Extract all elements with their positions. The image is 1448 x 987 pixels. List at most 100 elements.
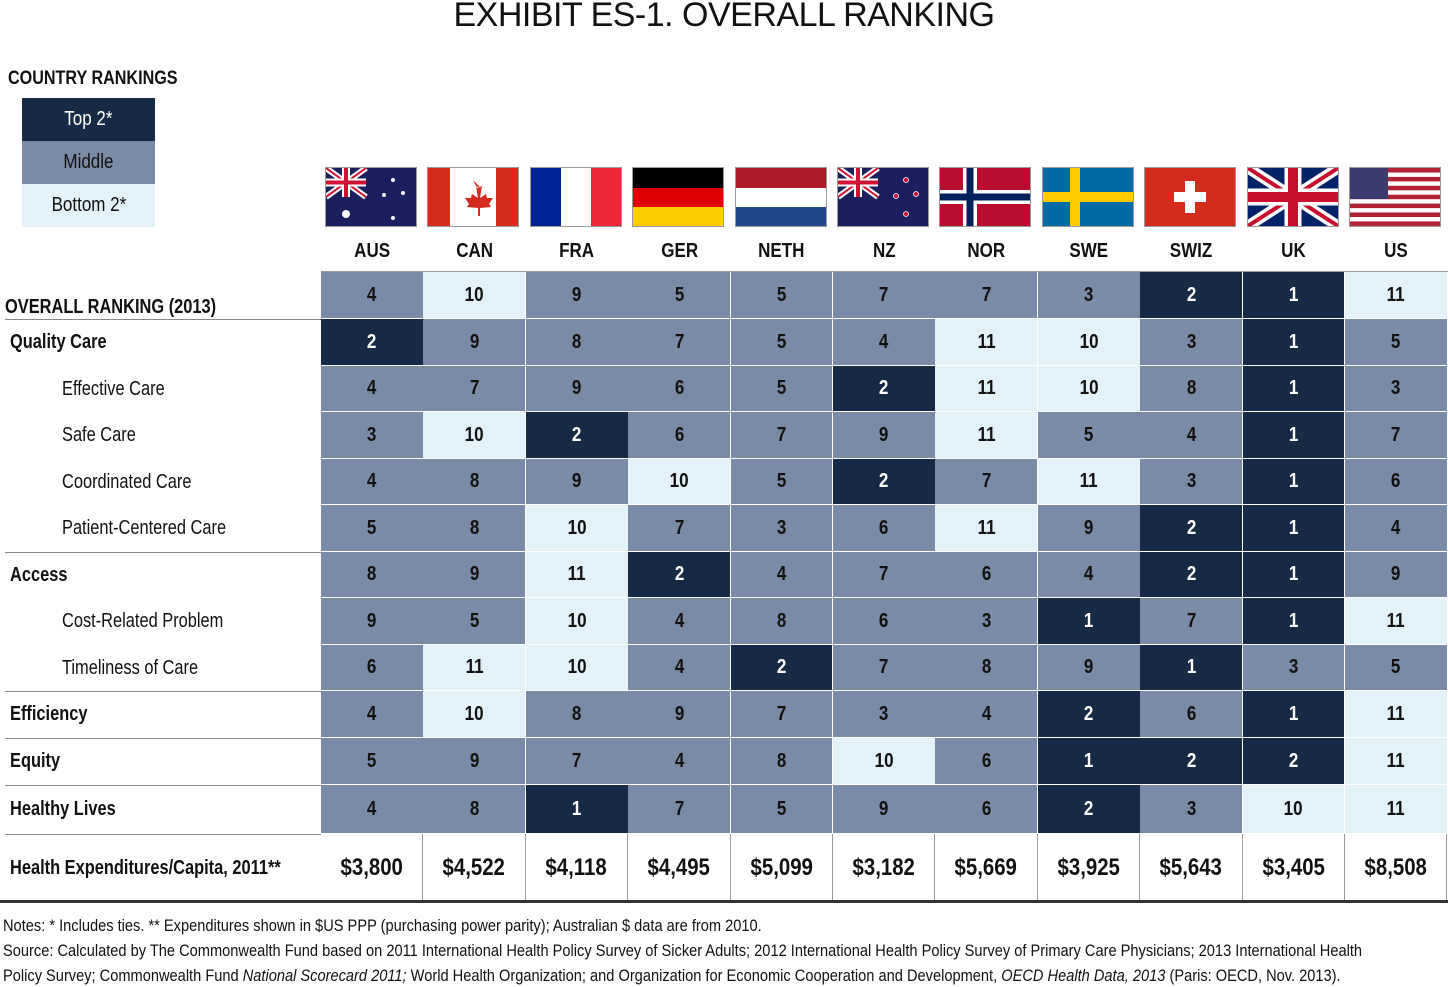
rank-cell: 7 xyxy=(935,272,1039,319)
expenditure-cell: $3,182 xyxy=(833,834,936,902)
flag-swiz-icon xyxy=(1144,167,1237,227)
rank-cell: 4 xyxy=(833,319,936,366)
rank-cell: 11 xyxy=(935,412,1039,459)
rank-cell: 11 xyxy=(1345,272,1448,319)
rank-cell: 8 xyxy=(730,738,834,785)
rank-cell: 10 xyxy=(1037,366,1141,412)
rank-cell: 11 xyxy=(1345,785,1448,834)
rank-cell: 2 xyxy=(525,412,629,459)
row-label: OVERALL RANKING (2013) xyxy=(5,296,217,318)
rank-cell: 3 xyxy=(1140,319,1244,366)
legend-middle: Middle xyxy=(22,141,155,184)
rank-cell: 8 xyxy=(525,691,629,738)
column-header-neth: NETH xyxy=(758,240,805,262)
legend-title: COUNTRY RANKINGS xyxy=(8,68,178,89)
row-divider xyxy=(5,691,321,692)
rank-cell: 2 xyxy=(321,319,424,366)
rank-cell: 4 xyxy=(321,691,424,738)
flag-nz-icon xyxy=(837,167,929,227)
expenditure-cell: $5,643 xyxy=(1140,834,1243,902)
rank-cell: 8 xyxy=(1140,366,1244,412)
flag-aus-icon xyxy=(325,167,417,227)
flag-neth-icon xyxy=(734,167,827,227)
row-label: Equity xyxy=(10,750,61,772)
exhibit-title: EXHIBIT ES-1. OVERALL RANKING xyxy=(453,0,995,34)
column-header-swe: SWE xyxy=(1069,240,1109,262)
rank-cell: 8 xyxy=(935,645,1039,691)
rank-cell: 11 xyxy=(1037,459,1141,505)
row-label: Safe Care xyxy=(62,424,136,446)
rank-cell: 3 xyxy=(1345,366,1448,412)
rank-cell: 6 xyxy=(1345,459,1448,505)
rank-cell: 9 xyxy=(1345,552,1448,598)
rank-cell: 7 xyxy=(1140,598,1244,645)
rank-cell: 4 xyxy=(321,785,424,834)
rank-cell: 9 xyxy=(423,738,527,785)
rank-cell: 7 xyxy=(423,366,527,412)
column-header-us: US xyxy=(1384,240,1408,262)
rank-cell: 6 xyxy=(321,645,424,691)
rank-cell: 8 xyxy=(525,319,629,366)
row-label: Efficiency xyxy=(10,703,88,725)
rank-cell: 2 xyxy=(1037,691,1141,738)
table-bottom-rule xyxy=(0,900,1448,903)
rank-cell: 10 xyxy=(1242,785,1346,834)
rank-cell: 7 xyxy=(833,552,936,598)
row-label: Cost-Related Problem xyxy=(62,610,224,632)
rank-cell: 8 xyxy=(321,552,424,598)
rank-cell: 11 xyxy=(935,366,1039,412)
rank-cell: 1 xyxy=(1242,319,1346,366)
rank-cell: 4 xyxy=(935,691,1039,738)
legend-top: Top 2* xyxy=(22,98,155,141)
rank-cell: 9 xyxy=(1037,645,1141,691)
rank-cell: 2 xyxy=(1140,505,1244,552)
legend-middle-label: Middle xyxy=(63,151,114,173)
flag-ger-icon xyxy=(632,167,725,227)
rank-cell: 5 xyxy=(321,505,424,552)
rank-cell: 1 xyxy=(525,785,629,834)
row-label: Coordinated Care xyxy=(62,470,192,493)
rank-cell: 7 xyxy=(628,785,732,834)
rank-cell: 5 xyxy=(628,272,732,319)
rank-cell: 4 xyxy=(1140,412,1244,459)
flag-can-icon xyxy=(427,167,520,227)
rank-cell: 1 xyxy=(1037,598,1141,645)
rank-cell: 10 xyxy=(628,459,732,505)
row-divider xyxy=(5,552,321,553)
rank-cell: 5 xyxy=(730,459,834,505)
rank-cell: 6 xyxy=(628,366,732,412)
rank-cell: 5 xyxy=(1037,412,1141,459)
column-header-can: CAN xyxy=(455,240,493,262)
rank-cell: 1 xyxy=(1140,645,1244,691)
expenditure-cell: $3,925 xyxy=(1037,834,1141,902)
rank-cell: 4 xyxy=(321,272,424,319)
rank-cell: 2 xyxy=(1140,738,1244,785)
rank-cell: 2 xyxy=(730,645,834,691)
rank-cell: 11 xyxy=(423,645,527,691)
rank-cell: 10 xyxy=(423,691,527,738)
rank-cell: 11 xyxy=(935,319,1039,366)
expenditure-cell: $4,118 xyxy=(525,834,629,902)
column-header-nor: NOR xyxy=(967,240,1006,262)
rank-cell: 9 xyxy=(423,552,527,598)
row-label-expenditures: Health Expenditures/Capita, 2011** xyxy=(10,856,281,879)
rank-cell: 5 xyxy=(730,319,834,366)
rank-cell: 7 xyxy=(833,272,936,319)
rank-cell: 3 xyxy=(321,412,424,459)
rank-cell: 10 xyxy=(525,645,629,691)
legend-bottom: Bottom 2* xyxy=(22,184,155,227)
column-header-uk: UK xyxy=(1281,240,1306,262)
flag-us-icon xyxy=(1349,167,1441,227)
rank-cell: 11 xyxy=(525,552,629,598)
rank-cell: 4 xyxy=(321,459,424,505)
rank-cell: 4 xyxy=(730,552,834,598)
rank-cell: 5 xyxy=(1345,645,1448,691)
rank-cell: 9 xyxy=(321,598,424,645)
rank-cell: 1 xyxy=(1242,552,1346,598)
column-header-swiz: SWIZ xyxy=(1169,240,1213,262)
rank-cell: 7 xyxy=(730,412,834,459)
row-label: Healthy Lives xyxy=(10,798,116,820)
rank-cell: 10 xyxy=(423,412,527,459)
row-divider xyxy=(5,834,321,835)
rank-cell: 9 xyxy=(525,459,629,505)
